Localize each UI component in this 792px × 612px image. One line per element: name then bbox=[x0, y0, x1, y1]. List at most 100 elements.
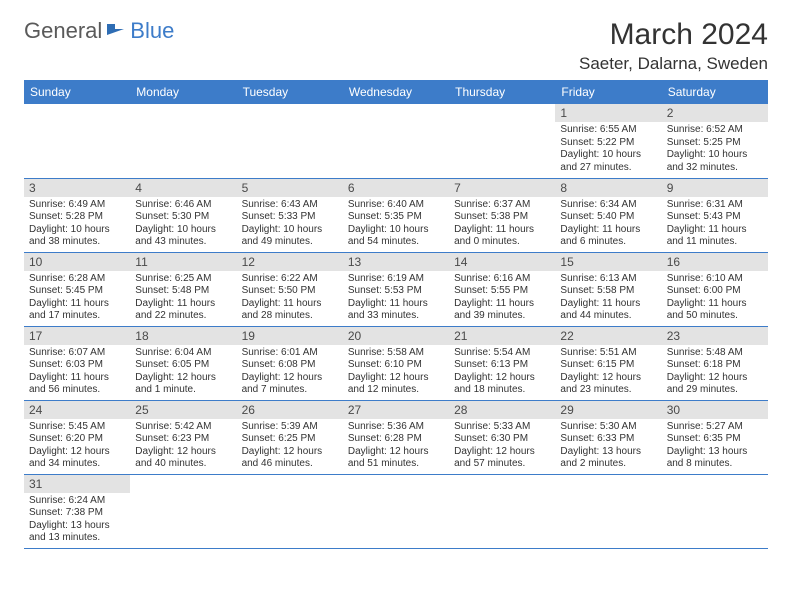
sunset-text: Sunset: 6:28 PM bbox=[348, 433, 444, 446]
sunset-text: Sunset: 6:18 PM bbox=[667, 359, 763, 372]
day-details: Sunrise: 6:24 AMSunset: 7:38 PMDaylight:… bbox=[24, 493, 130, 548]
calendar-cell: 26Sunrise: 5:39 AMSunset: 6:25 PMDayligh… bbox=[237, 400, 343, 474]
day-number: 8 bbox=[555, 179, 661, 197]
day-details: Sunrise: 6:25 AMSunset: 5:48 PMDaylight:… bbox=[130, 271, 236, 326]
calendar-cell: 24Sunrise: 5:45 AMSunset: 6:20 PMDayligh… bbox=[24, 400, 130, 474]
calendar-cell: 15Sunrise: 6:13 AMSunset: 5:58 PMDayligh… bbox=[555, 252, 661, 326]
sunset-text: Sunset: 6:33 PM bbox=[560, 433, 656, 446]
daylight-text: and 23 minutes. bbox=[560, 384, 656, 397]
day-details: Sunrise: 5:36 AMSunset: 6:28 PMDaylight:… bbox=[343, 419, 449, 474]
calendar-cell-empty bbox=[449, 104, 555, 178]
calendar-cell: 27Sunrise: 5:36 AMSunset: 6:28 PMDayligh… bbox=[343, 400, 449, 474]
daylight-text: Daylight: 12 hours bbox=[29, 446, 125, 459]
calendar-cell: 7Sunrise: 6:37 AMSunset: 5:38 PMDaylight… bbox=[449, 178, 555, 252]
sunset-text: Sunset: 6:05 PM bbox=[135, 359, 231, 372]
calendar-cell-empty bbox=[343, 104, 449, 178]
daylight-text: Daylight: 13 hours bbox=[560, 446, 656, 459]
title-block: March 2024 Saeter, Dalarna, Sweden bbox=[579, 18, 768, 74]
calendar-row: 1Sunrise: 6:55 AMSunset: 5:22 PMDaylight… bbox=[24, 104, 768, 178]
daylight-text: and 54 minutes. bbox=[348, 236, 444, 249]
sunset-text: Sunset: 5:38 PM bbox=[454, 211, 550, 224]
weekday-header: Saturday bbox=[662, 80, 768, 104]
calendar-cell: 21Sunrise: 5:54 AMSunset: 6:13 PMDayligh… bbox=[449, 326, 555, 400]
sunrise-text: Sunrise: 5:45 AM bbox=[29, 421, 125, 434]
sunset-text: Sunset: 5:30 PM bbox=[135, 211, 231, 224]
daylight-text: Daylight: 11 hours bbox=[29, 298, 125, 311]
daylight-text: Daylight: 11 hours bbox=[667, 298, 763, 311]
day-number: 31 bbox=[24, 475, 130, 493]
day-number: 28 bbox=[449, 401, 555, 419]
day-details: Sunrise: 5:54 AMSunset: 6:13 PMDaylight:… bbox=[449, 345, 555, 400]
daylight-text: and 34 minutes. bbox=[29, 458, 125, 471]
sunrise-text: Sunrise: 6:52 AM bbox=[667, 124, 763, 137]
sunset-text: Sunset: 6:23 PM bbox=[135, 433, 231, 446]
day-details: Sunrise: 6:22 AMSunset: 5:50 PMDaylight:… bbox=[237, 271, 343, 326]
day-details: Sunrise: 6:31 AMSunset: 5:43 PMDaylight:… bbox=[662, 197, 768, 252]
calendar-cell-empty bbox=[449, 474, 555, 548]
daylight-text: Daylight: 12 hours bbox=[348, 372, 444, 385]
day-number: 1 bbox=[555, 104, 661, 122]
daylight-text: and 56 minutes. bbox=[29, 384, 125, 397]
sunset-text: Sunset: 6:08 PM bbox=[242, 359, 338, 372]
sunset-text: Sunset: 7:38 PM bbox=[29, 507, 125, 520]
calendar-cell: 4Sunrise: 6:46 AMSunset: 5:30 PMDaylight… bbox=[130, 178, 236, 252]
day-details: Sunrise: 5:58 AMSunset: 6:10 PMDaylight:… bbox=[343, 345, 449, 400]
day-details: Sunrise: 6:46 AMSunset: 5:30 PMDaylight:… bbox=[130, 197, 236, 252]
daylight-text: and 6 minutes. bbox=[560, 236, 656, 249]
daylight-text: Daylight: 10 hours bbox=[242, 224, 338, 237]
daylight-text: and 13 minutes. bbox=[29, 532, 125, 545]
sunset-text: Sunset: 5:58 PM bbox=[560, 285, 656, 298]
day-number: 4 bbox=[130, 179, 236, 197]
daylight-text: and 28 minutes. bbox=[242, 310, 338, 323]
daylight-text: and 22 minutes. bbox=[135, 310, 231, 323]
day-number: 15 bbox=[555, 253, 661, 271]
daylight-text: and 29 minutes. bbox=[667, 384, 763, 397]
calendar-cell: 16Sunrise: 6:10 AMSunset: 6:00 PMDayligh… bbox=[662, 252, 768, 326]
daylight-text: and 32 minutes. bbox=[667, 162, 763, 175]
calendar-row: 17Sunrise: 6:07 AMSunset: 6:03 PMDayligh… bbox=[24, 326, 768, 400]
sunrise-text: Sunrise: 6:16 AM bbox=[454, 273, 550, 286]
sunrise-text: Sunrise: 6:43 AM bbox=[242, 199, 338, 212]
day-number: 29 bbox=[555, 401, 661, 419]
calendar-cell: 20Sunrise: 5:58 AMSunset: 6:10 PMDayligh… bbox=[343, 326, 449, 400]
daylight-text: and 49 minutes. bbox=[242, 236, 338, 249]
calendar-cell: 23Sunrise: 5:48 AMSunset: 6:18 PMDayligh… bbox=[662, 326, 768, 400]
location: Saeter, Dalarna, Sweden bbox=[579, 54, 768, 74]
calendar-row: 10Sunrise: 6:28 AMSunset: 5:45 PMDayligh… bbox=[24, 252, 768, 326]
calendar-cell-empty bbox=[24, 104, 130, 178]
weekday-header: Thursday bbox=[449, 80, 555, 104]
day-details: Sunrise: 6:19 AMSunset: 5:53 PMDaylight:… bbox=[343, 271, 449, 326]
day-number: 9 bbox=[662, 179, 768, 197]
sunrise-text: Sunrise: 6:07 AM bbox=[29, 347, 125, 360]
sunrise-text: Sunrise: 6:55 AM bbox=[560, 124, 656, 137]
weekday-header: Monday bbox=[130, 80, 236, 104]
logo-text-general: General bbox=[24, 18, 102, 44]
day-details: Sunrise: 6:10 AMSunset: 6:00 PMDaylight:… bbox=[662, 271, 768, 326]
daylight-text: and 40 minutes. bbox=[135, 458, 231, 471]
day-details: Sunrise: 6:55 AMSunset: 5:22 PMDaylight:… bbox=[555, 122, 661, 177]
day-number: 23 bbox=[662, 327, 768, 345]
day-details: Sunrise: 6:04 AMSunset: 6:05 PMDaylight:… bbox=[130, 345, 236, 400]
sunrise-text: Sunrise: 6:10 AM bbox=[667, 273, 763, 286]
daylight-text: Daylight: 11 hours bbox=[242, 298, 338, 311]
calendar-cell-empty bbox=[662, 474, 768, 548]
calendar-cell: 12Sunrise: 6:22 AMSunset: 5:50 PMDayligh… bbox=[237, 252, 343, 326]
daylight-text: Daylight: 11 hours bbox=[454, 298, 550, 311]
sunrise-text: Sunrise: 5:39 AM bbox=[242, 421, 338, 434]
calendar-body: 1Sunrise: 6:55 AMSunset: 5:22 PMDaylight… bbox=[24, 104, 768, 548]
daylight-text: Daylight: 12 hours bbox=[135, 372, 231, 385]
day-number: 13 bbox=[343, 253, 449, 271]
daylight-text: Daylight: 13 hours bbox=[29, 520, 125, 533]
day-number: 20 bbox=[343, 327, 449, 345]
sunrise-text: Sunrise: 6:01 AM bbox=[242, 347, 338, 360]
day-number: 25 bbox=[130, 401, 236, 419]
calendar-cell: 3Sunrise: 6:49 AMSunset: 5:28 PMDaylight… bbox=[24, 178, 130, 252]
calendar-cell: 29Sunrise: 5:30 AMSunset: 6:33 PMDayligh… bbox=[555, 400, 661, 474]
day-number: 7 bbox=[449, 179, 555, 197]
sunset-text: Sunset: 5:40 PM bbox=[560, 211, 656, 224]
day-details: Sunrise: 5:33 AMSunset: 6:30 PMDaylight:… bbox=[449, 419, 555, 474]
day-number: 14 bbox=[449, 253, 555, 271]
sunrise-text: Sunrise: 6:28 AM bbox=[29, 273, 125, 286]
daylight-text: Daylight: 13 hours bbox=[667, 446, 763, 459]
calendar-cell-empty bbox=[555, 474, 661, 548]
